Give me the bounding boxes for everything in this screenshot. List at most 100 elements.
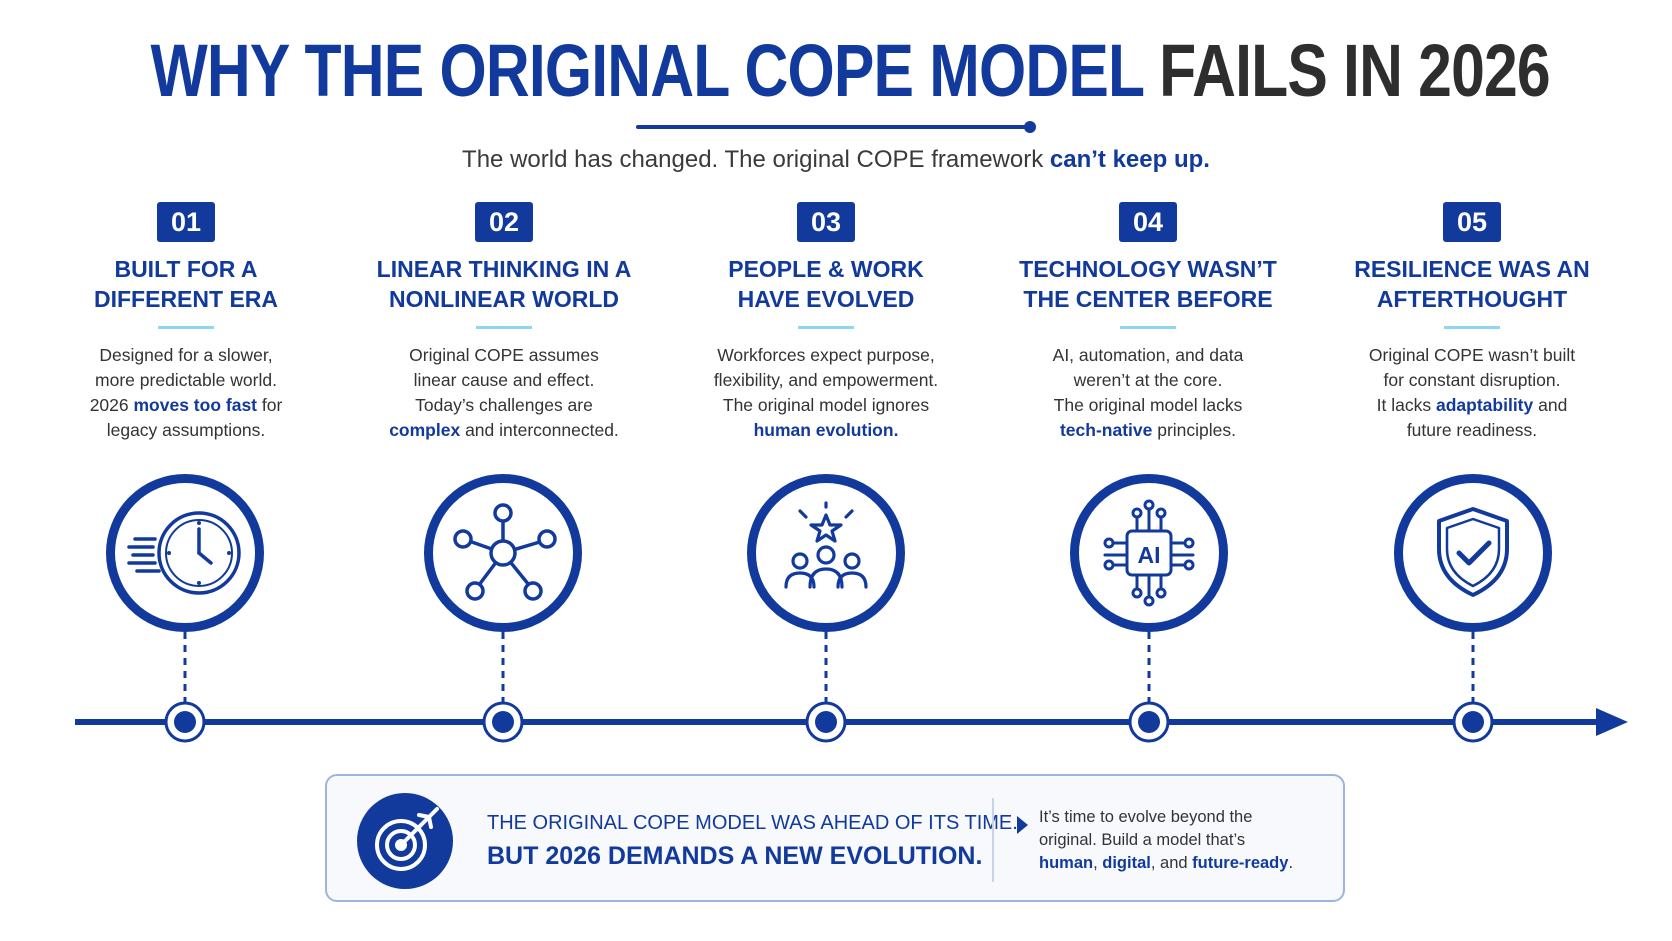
timeline-nodes — [164, 701, 1494, 743]
cta-emphasis: human — [1039, 854, 1094, 872]
banner-call-to-action: It’s time to evolve beyond the original.… — [1039, 806, 1293, 875]
desc-line: complex and interconnected. — [354, 418, 654, 443]
desc-line: human evolution. — [676, 418, 976, 443]
title-part-1: WHY THE ORIGINAL COPE MODEL — [150, 29, 1144, 112]
desc-line: weren’t at the core. — [1073, 370, 1223, 390]
cta-fragment: , — [1093, 854, 1103, 872]
desc-line: Original COPE wasn’t built — [1368, 345, 1576, 365]
timeline-node-4 — [1128, 701, 1170, 743]
timeline-node-5 — [1452, 701, 1494, 743]
cta-emphasis: digital — [1102, 854, 1151, 872]
reason-number: 01 — [157, 202, 215, 242]
desc-fragment: and — [1533, 395, 1568, 415]
heading-line: BUILT FOR A — [114, 256, 258, 282]
cta-line: human, digital, and future-ready. — [1039, 852, 1293, 875]
desc-line: legacy assumptions. — [106, 420, 266, 440]
reason-description: Original COPE assumes linear cause and e… — [354, 343, 654, 443]
subtitle-highlight: can’t keep up. — [1049, 146, 1210, 173]
heading-line: DIFFERENT ERA — [94, 286, 278, 312]
reason-number: 05 — [1443, 202, 1501, 242]
reason-column-5: 05 RESILIENCE WAS AN AFTERTHOUGHT Origin… — [1322, 202, 1622, 443]
timeline-arrow-icon — [1596, 708, 1628, 736]
reason-heading: BUILT FOR A DIFFERENT ERA — [36, 254, 336, 316]
heading-line: AFTERTHOUGHT — [1376, 286, 1568, 312]
banner-line-1: THE ORIGINAL COPE MODEL WAS AHEAD OF ITS… — [487, 812, 1018, 834]
page-title: WHY THE ORIGINAL COPE MODEL FAILS IN 202… — [150, 26, 1550, 116]
reason-description: Original COPE wasn’t built for constant … — [1322, 343, 1622, 443]
desc-fragment: It lacks — [1376, 395, 1436, 415]
icon-circle-4: AI — [1070, 474, 1228, 632]
heading-divider — [476, 326, 532, 329]
reason-number: 04 — [1119, 202, 1177, 242]
desc-emphasis: human evolution. — [753, 420, 899, 440]
reason-column-3: 03 PEOPLE & WORK HAVE EVOLVED Workforces… — [676, 202, 976, 443]
icon-circle-3 — [747, 474, 905, 632]
desc-emphasis: tech-native — [1059, 420, 1153, 440]
heading-divider — [1444, 326, 1500, 329]
cta-emphasis: future-ready — [1192, 854, 1289, 872]
reason-description: Designed for a slower, more predictable … — [36, 343, 336, 443]
ai-chip-label: AI — [1138, 542, 1161, 568]
desc-line: 2026 moves too fast for — [36, 393, 336, 418]
desc-emphasis: complex — [389, 420, 461, 440]
people-star-icon — [784, 501, 868, 589]
desc-line: for constant disruption. — [1383, 370, 1561, 390]
heading-line: NONLINEAR WORLD — [389, 286, 619, 312]
desc-line: AI, automation, and data — [1052, 345, 1244, 365]
clock-speed-icon — [127, 511, 241, 595]
heading-line: RESILIENCE WAS AN — [1354, 256, 1590, 282]
heading-divider — [1120, 326, 1176, 329]
icon-circle-5 — [1394, 474, 1552, 632]
desc-line: tech-native principles. — [998, 418, 1298, 443]
banner-line-2: BUT 2026 DEMANDS A NEW EVOLUTION. — [487, 842, 983, 870]
reason-heading: RESILIENCE WAS AN AFTERTHOUGHT — [1322, 254, 1622, 316]
heading-line: THE CENTER BEFORE — [1023, 286, 1273, 312]
reason-number: 03 — [797, 202, 855, 242]
desc-line: future readiness. — [1406, 420, 1538, 440]
desc-fragment: 2026 — [89, 395, 134, 415]
network-hub-icon — [453, 503, 557, 601]
heading-line: TECHNOLOGY WASN’T — [1019, 256, 1277, 282]
target-icon — [375, 807, 439, 871]
reason-column-1: 01 BUILT FOR A DIFFERENT ERA Designed fo… — [36, 202, 336, 443]
desc-line: linear cause and effect. — [413, 370, 595, 390]
reason-description: AI, automation, and data weren’t at the … — [998, 343, 1298, 443]
desc-line: Original COPE assumes — [409, 345, 599, 365]
desc-fragment: principles. — [1152, 420, 1237, 440]
shield-check-icon — [1437, 507, 1509, 597]
subtitle-text: The world has changed. The original COPE… — [462, 146, 1050, 173]
icon-circle-1 — [106, 474, 264, 632]
desc-emphasis: moves too fast — [133, 395, 258, 415]
timeline-node-3 — [805, 701, 847, 743]
icon-circle-2 — [424, 474, 582, 632]
play-arrow-icon — [1017, 816, 1028, 834]
desc-line: flexibility, and empowerment. — [713, 370, 939, 390]
banner-divider — [992, 798, 994, 882]
desc-line: more predictable world. — [95, 370, 277, 390]
desc-fragment: for — [257, 395, 283, 415]
timeline-node-2 — [482, 701, 524, 743]
cta-fragment: , and — [1150, 854, 1193, 872]
title-underline — [636, 121, 1036, 133]
heading-line: HAVE EVOLVED — [737, 286, 915, 312]
desc-line: The original model lacks — [1053, 395, 1243, 415]
cta-fragment: . — [1288, 854, 1294, 872]
desc-line: The original model ignores — [722, 395, 930, 415]
desc-line: Today’s challenges are — [415, 395, 593, 415]
subtitle: The world has changed. The original COPE… — [0, 146, 1672, 174]
desc-line: Designed for a slower, — [99, 345, 273, 365]
ai-chip-icon: AI — [1103, 499, 1195, 607]
title-part-2: FAILS IN 2026 — [1159, 29, 1550, 112]
desc-line: Workforces expect purpose, — [717, 345, 935, 365]
desc-line: It lacks adaptability and — [1322, 393, 1622, 418]
desc-emphasis: adaptability — [1436, 395, 1534, 415]
reason-heading: LINEAR THINKING IN A NONLINEAR WORLD — [354, 254, 654, 316]
timeline-node-1 — [164, 701, 206, 743]
heading-line: LINEAR THINKING IN A — [376, 256, 632, 282]
reason-heading: TECHNOLOGY WASN’T THE CENTER BEFORE — [998, 254, 1298, 316]
heading-divider — [798, 326, 854, 329]
reason-column-4: 04 TECHNOLOGY WASN’T THE CENTER BEFORE A… — [998, 202, 1298, 443]
target-badge — [357, 793, 453, 889]
heading-line: PEOPLE & WORK — [728, 256, 924, 282]
